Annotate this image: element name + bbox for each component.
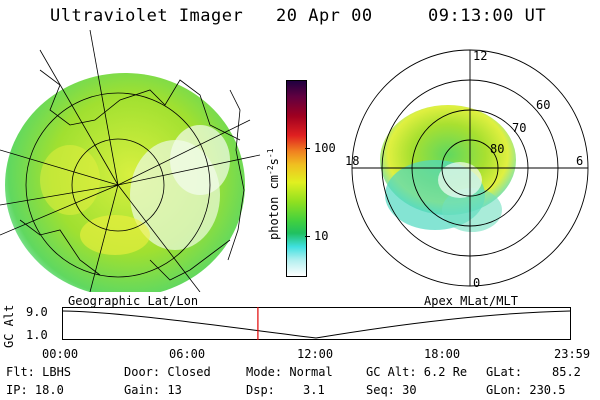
colorbar-tick-100: 100 [314, 141, 336, 155]
aurora-oval [380, 105, 516, 232]
timeline-tick-0600: 06:00 [169, 347, 206, 361]
date-label: 20 Apr 00 [276, 6, 373, 26]
geographic-map-panel[interactable] [0, 30, 262, 292]
timeline-ytick-top: 9.0 [26, 305, 48, 319]
info-gain: Gain: 13 [124, 383, 182, 397]
info-glat-value: 85.2 [552, 365, 581, 379]
altitude-timeline[interactable] [62, 307, 572, 341]
info-door: Door: Closed [124, 365, 211, 379]
mlt-label-6: 6 [576, 154, 583, 168]
info-flt: Flt: LBHS [6, 365, 72, 379]
info-dsp-value: 3.1 [303, 383, 325, 397]
app-title: Ultraviolet Imager [50, 6, 244, 26]
polar-panel-label: Apex MLat/MLT [424, 294, 518, 308]
mlt-label-18: 18 [345, 154, 359, 168]
lat-label-80: 80 [490, 142, 504, 156]
info-gcalt: GC Alt: 6.2 Re [366, 365, 468, 379]
timeline-tick-1800: 18:00 [424, 347, 461, 361]
polar-mlt-panel[interactable]: 12 18 6 0 60 70 80 [340, 45, 600, 290]
aurora-image [5, 73, 245, 292]
altitude-curve [62, 310, 571, 339]
colorbar [286, 80, 307, 277]
mlt-label-12: 12 [473, 49, 487, 63]
info-seq: Seq: 30 [366, 383, 417, 397]
timeline-tick-0000: 00:00 [42, 347, 79, 361]
timeline-tick-1200: 12:00 [297, 347, 334, 361]
geo-panel-label: Geographic Lat/Lon [68, 294, 199, 308]
info-ip: IP: 18.0 [6, 383, 64, 397]
timeline-ylabel: GC Alt [2, 304, 16, 348]
colorbar-unit-label: photon cm-2s-1 [266, 148, 281, 240]
polar-grid [351, 49, 589, 287]
info-glon: GLon: 230.5 [486, 383, 566, 397]
colorbar-tick-10: 10 [314, 229, 329, 243]
timeline-tick-2359: 23:59 [554, 347, 591, 361]
info-mode: Mode: Normal [246, 365, 333, 379]
mlt-label-0: 0 [473, 276, 480, 290]
latlon-grid [0, 30, 261, 292]
time-label: 09:13:00 UT [428, 6, 547, 26]
info-glat-label: GLat: [486, 365, 523, 379]
lat-label-60: 60 [536, 98, 550, 112]
coastline [39, 69, 241, 141]
lat-label-70: 70 [512, 121, 526, 135]
info-dsp-label: Dsp: [246, 383, 275, 397]
timeline-ytick-bottom: 1.0 [26, 328, 48, 342]
